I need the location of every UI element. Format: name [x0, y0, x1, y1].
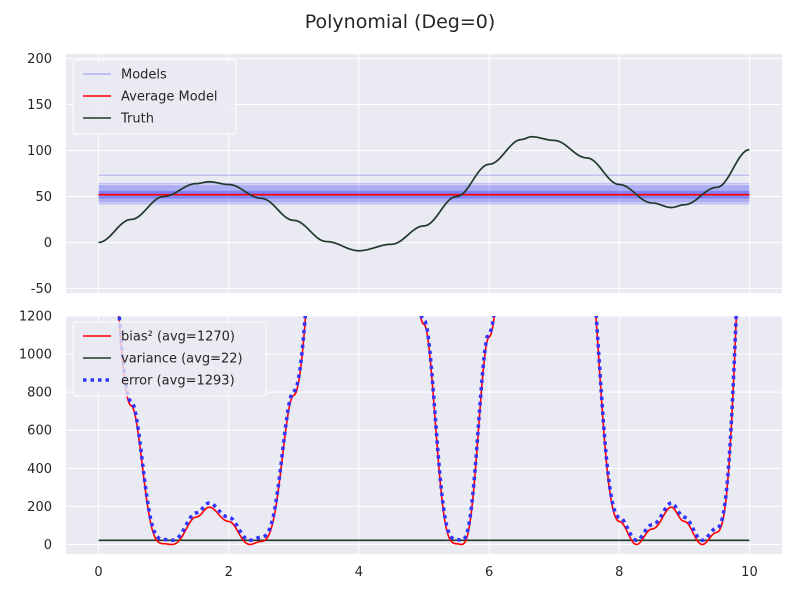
- x-tick-label: 0: [94, 565, 102, 580]
- y-tick-label: 600: [27, 424, 52, 439]
- top-axes: -50 0 50 100 150 200 Models Average Model Truth: [27, 52, 782, 297]
- legend-label: Truth: [120, 112, 154, 127]
- y-tick-label: 400: [27, 462, 52, 477]
- legend: [72, 321, 267, 397]
- y-tick-label: 200: [27, 52, 52, 67]
- figure-title: Polynomial (Deg=0): [305, 11, 496, 33]
- error-line: [117, 316, 738, 543]
- bias-squared-line: [118, 316, 738, 546]
- bottom-axes: 0 2 4 6 8 10 0 200 400 600 800 1000 1200 bias² (avg=1…: [19, 310, 782, 580]
- legend-label: Models: [121, 68, 167, 83]
- y-tick-label: 1200: [19, 310, 52, 325]
- legend-label: Average Model: [121, 90, 218, 105]
- x-tick-label: 2: [225, 565, 233, 580]
- x-tick-label: 8: [615, 565, 623, 580]
- y-tick-label: 100: [27, 144, 52, 159]
- y-tick-label: 0: [44, 236, 52, 251]
- y-tick-label: 800: [27, 386, 52, 401]
- plot-area: [98, 135, 750, 252]
- y-tick-label: 200: [27, 500, 52, 515]
- legend-label: error (avg=1293): [121, 374, 235, 389]
- y-tick-label: 1000: [19, 348, 52, 363]
- y-tick-label: 150: [27, 98, 52, 113]
- legend-label: bias² (avg=1270): [121, 330, 235, 345]
- x-tick-label: 6: [485, 565, 493, 580]
- y-tick-label: 0: [44, 538, 52, 553]
- x-tick-label: 10: [741, 565, 758, 580]
- truth-line: [98, 135, 750, 252]
- y-tick-label: 50: [35, 190, 52, 205]
- legend: [72, 59, 237, 135]
- plot-area: [98, 316, 750, 546]
- y-tick-label: -50: [31, 282, 52, 297]
- legend-label: variance (avg=22): [121, 352, 243, 367]
- x-tick-label: 4: [355, 565, 363, 580]
